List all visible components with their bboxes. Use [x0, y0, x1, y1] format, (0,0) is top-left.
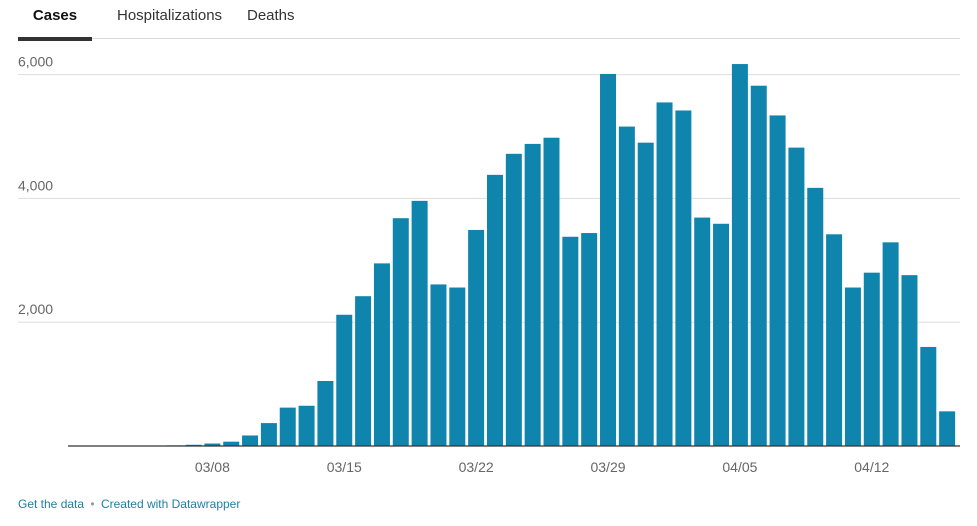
bar-04/12 — [863, 272, 880, 446]
chart-footer: Get the data • Created with Datawrapper — [18, 496, 240, 512]
bar-04/15 — [920, 346, 937, 446]
tab-hospitalizations[interactable]: Hospitalizations — [117, 6, 222, 37]
bar-03/29 — [600, 73, 617, 446]
bar-03/17 — [373, 263, 390, 446]
bar-03/13 — [298, 405, 315, 446]
bar-03/19 — [411, 200, 428, 446]
bar-04/09 — [807, 187, 824, 446]
bar-03/09 — [223, 441, 240, 446]
bar-04/14 — [901, 275, 918, 446]
x-tick-label-03/22: 03/22 — [459, 459, 494, 475]
x-tick-label-03/29: 03/29 — [590, 459, 625, 475]
bar-03/23 — [486, 174, 503, 446]
bar-03/30 — [618, 126, 635, 447]
active-tab-indicator — [18, 37, 92, 41]
bar-03/07 — [185, 444, 202, 446]
bar-03/25 — [524, 143, 541, 446]
bar-03/14 — [317, 381, 334, 446]
tab-deaths-label: Deaths — [247, 7, 295, 24]
x-tick-label-04/05: 04/05 — [722, 459, 757, 475]
bar-03/12 — [279, 407, 296, 446]
tab-hospitalizations-label: Hospitalizations — [117, 7, 223, 24]
bar-04/02 — [675, 110, 692, 446]
bar-03/31 — [637, 142, 654, 446]
bar-04/01 — [656, 102, 673, 446]
footer-separator: • — [90, 497, 95, 511]
tab-cases[interactable]: Cases — [18, 6, 92, 41]
bar-03/20 — [430, 284, 447, 446]
bar-04/06 — [750, 85, 767, 446]
tab-deaths[interactable]: Deaths — [247, 6, 295, 37]
bar-03/10 — [242, 435, 259, 446]
bar-03/16 — [355, 296, 372, 446]
bar-04/16 — [939, 411, 956, 446]
y-tick-label-4000: 4,000 — [18, 177, 53, 193]
get-the-data-link[interactable]: Get the data — [18, 497, 85, 511]
bar-04/03 — [694, 217, 711, 446]
bar-03/26 — [543, 137, 560, 446]
bar-04/13 — [882, 242, 899, 446]
bar-04/07 — [769, 115, 786, 446]
bar-04/05 — [731, 64, 748, 447]
bar-03/21 — [449, 287, 466, 446]
bar-03/28 — [581, 233, 598, 446]
bar-03/08 — [204, 443, 221, 446]
x-tick-label-04/12: 04/12 — [854, 459, 889, 475]
bar-03/11 — [260, 423, 277, 446]
x-tick-label-03/08: 03/08 — [195, 459, 230, 475]
bar-04/11 — [844, 287, 861, 446]
datawrapper-credit-link[interactable]: Created with Datawrapper — [100, 497, 241, 511]
cases-bar-chart: 2,000 4,000 6,000 03/08 03/15 03/22 03/29 04/05… — [18, 54, 960, 475]
y-tick-label-2000: 2,000 — [18, 301, 53, 317]
bar-03/15 — [336, 314, 353, 446]
bar-03/24 — [505, 153, 522, 447]
tab-bar: Cases Hospitalizations Deaths — [18, 0, 960, 41]
bar-04/08 — [788, 147, 805, 446]
bar-03/18 — [392, 218, 409, 446]
tab-cases-label: Cases — [32, 7, 78, 24]
y-tick-label-6000: 6,000 — [18, 54, 53, 70]
x-tick-label-03/15: 03/15 — [327, 459, 362, 475]
bar-04/10 — [826, 234, 843, 446]
bar-03/27 — [562, 236, 579, 446]
bar-04/04 — [713, 223, 730, 446]
bar-03/22 — [468, 229, 485, 446]
